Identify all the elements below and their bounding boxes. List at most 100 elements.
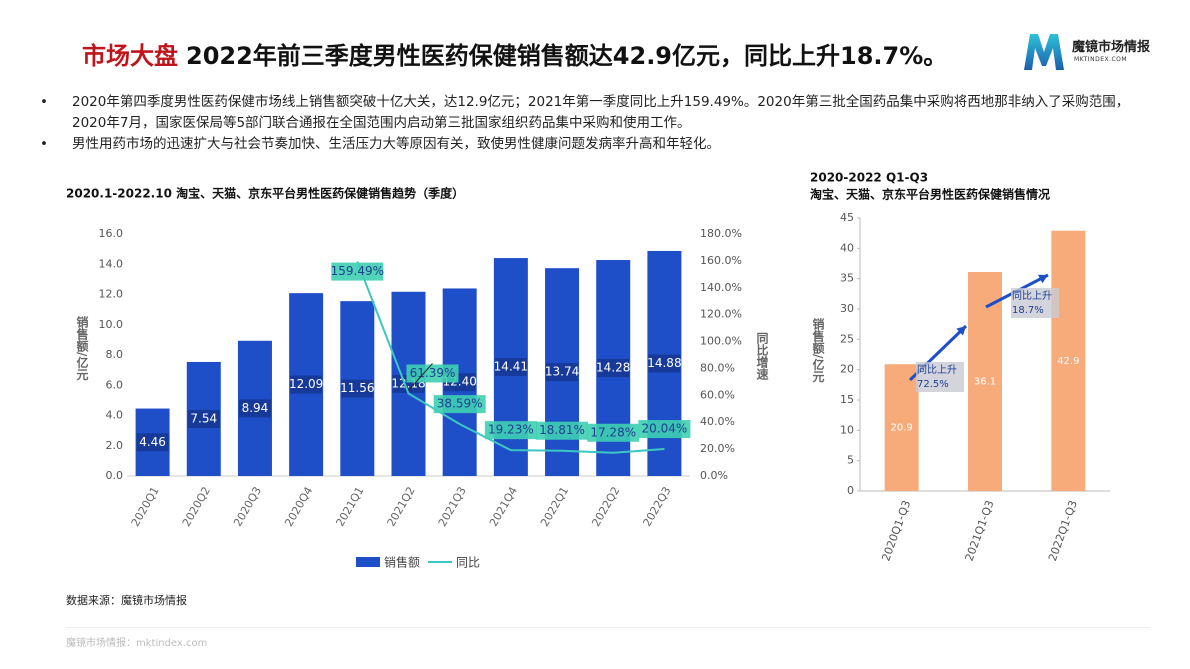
y-tick-label: 16.0 [99,227,124,240]
legend-label: 销售额 [384,555,420,570]
line-label: 38.59% [437,397,483,411]
x-tick-label: 2022Q1-Q3 [1046,499,1080,563]
annotation: 18.7% [1012,305,1044,316]
y-tick-label: 45 [840,211,854,224]
chart-title: 2020.1-2022.10 淘宝、天猫、京东平台男性医药保健销售趋势（季度） [66,186,464,201]
y2-tick-label: 60.0% [700,388,735,401]
x-tick-label: 2021Q1-Q3 [963,499,997,563]
legend-swatch [356,557,380,567]
arrow-head [956,326,966,336]
annotation: 同比上升 [917,364,957,376]
slide-title: 市场大盘 2022年前三季度男性医药保健销售额达42.9亿元，同比上升18.7%。 [82,36,947,71]
line-label-bg [587,423,640,442]
arrow-head [1038,274,1048,284]
logo-subtext: MKTINDEX.COM [1074,56,1128,63]
annotation-bg [916,362,964,392]
source: 数据来源：魔镜市场情报 [66,594,187,607]
bar-label: 36.1 [974,376,996,387]
bar-label: 14.41 [494,360,528,374]
bar-label: 13.74 [545,365,579,379]
y-tick-label: 14.0 [99,257,124,270]
bar-label-bg [648,354,681,373]
line-label-bg [638,420,691,439]
x-tick-label: 2020Q1-Q3 [879,499,913,563]
y-tick-label: 5 [847,454,854,467]
y2-tick-label: 20.0% [700,442,735,455]
bar-label: 14.28 [596,361,630,375]
annotation: 72.5% [917,379,949,390]
y-tick-label: 10.0 [99,318,124,331]
x-tick-label: 2020Q2 [180,485,213,529]
y-tick-label: 25 [840,332,854,345]
bar-label-bg [341,379,374,398]
y2-tick-label: 180.0% [700,227,742,240]
x-tick-label: 2021Q3 [436,485,469,529]
bar-label: 12.09 [289,377,323,391]
legend-label: 同比 [456,556,480,570]
chart-title: 2020-2022 Q1-Q3 [810,171,928,185]
bar-label: 8.94 [242,401,269,415]
bar-label-bg [290,375,323,394]
bar [968,271,1002,491]
y2-tick-label: 160.0% [700,254,742,267]
bar-label: 11.56 [340,381,374,395]
y-tick-label: 20 [840,363,854,376]
y-axis-label: 销售额/亿元 [811,317,825,383]
bullet: 2020年第四季度男性医药保健市场线上销售额突破十亿大关，达12.9亿元；202… [40,92,1140,134]
y2-tick-label: 140.0% [700,281,742,294]
leader [408,363,433,391]
line-label: 159.49% [331,264,384,278]
y2-tick-label: 120.0% [700,308,742,321]
y-tick-label: 30 [840,302,854,315]
y-tick-label: 6.0 [106,378,124,391]
annotation-bg [1011,288,1059,318]
bar-label: 20.9 [891,423,913,434]
y-tick-label: 15 [840,393,854,406]
bar-label-bg [546,363,579,382]
bullet-list: 2020年第四季度男性医药保健市场线上销售额突破十亿大关，达12.9亿元；202… [40,92,1140,155]
y2-tick-label: 80.0% [700,361,735,374]
bar-label: 7.54 [190,411,217,425]
logo-text: 魔镜市场情报 [1072,40,1151,55]
y-tick-label: 4.0 [106,409,124,422]
bar [884,364,919,491]
bar-label-bg [136,433,169,452]
title-text: 2022年前三季度男性医药保健销售额达42.9亿元，同比上升18.7%。 [186,42,948,70]
x-tick-label: 2020Q4 [282,485,315,529]
bullet: 男性用药市场的迅速扩大与社会节奏加快、生活压力大等原因有关，致使男性健康问题发病… [40,134,1140,155]
bar-label-bg [187,409,220,428]
line-label: 20.04% [642,422,688,436]
logo: 魔镜市场情报 MKTINDEX.COM [1020,30,1160,74]
y-tick-label: 40 [840,241,854,254]
x-tick-label: 2021Q4 [487,485,520,529]
x-tick-label: 2022Q1 [538,485,571,529]
line-label: 17.28% [590,425,636,439]
y-tick-label: 35 [840,272,854,285]
line-label-bg [331,262,384,281]
y2-axis-label: 同比增速 [755,332,769,381]
y-tick-label: 12.0 [99,288,124,301]
line-label-bg [484,421,537,440]
y2-tick-label: 0.0% [700,469,728,482]
y-tick-label: 10 [840,423,854,436]
line-label-bg [536,421,589,440]
line [356,261,665,454]
bar-label: 14.88 [647,356,681,370]
y-tick-label: 8.0 [106,348,124,361]
bar-label-bg [238,399,271,418]
line-label: 19.23% [488,423,534,437]
x-tick-label: 2021Q2 [385,485,418,529]
title-highlight: 市场大盘 [82,42,178,70]
chart-subtitle: 淘宝、天猫、京东平台男性医药保健销售情况 [810,187,1050,202]
y-axis-label: 销售额/亿元 [75,315,89,381]
line-label: 61.39% [410,366,456,380]
logo-mark [1024,34,1064,70]
y-tick-label: 2.0 [106,439,124,452]
bar-label: 42.9 [1057,356,1079,367]
footer: 魔镜市场情报：mktindex.com [66,638,208,649]
annotation: 同比上升 [1012,290,1052,302]
y2-tick-label: 100.0% [700,335,742,348]
bar-label-bg [597,359,630,378]
